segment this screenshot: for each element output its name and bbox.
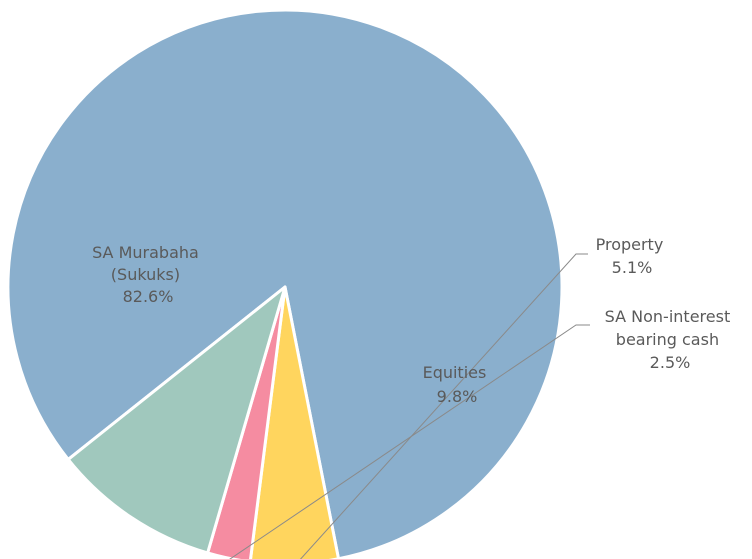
slice-label-sa-murabaha-line-1: SA Murabaha <box>92 243 199 262</box>
slice-label-property: Property 5.1% <box>596 235 669 277</box>
leader-lines <box>229 253 590 559</box>
slice-label-property-line-1: Property <box>596 235 664 254</box>
slice-label-sa-non-interest-cash: SA Non-interest bearing cash 2.5% <box>605 307 736 372</box>
slice-equities <box>66 285 287 555</box>
slice-label-equities: Equities 9.8% <box>423 363 492 406</box>
slice-label-equities-line-1: Equities <box>423 363 487 382</box>
slice-label-sa-murabaha-line-2: (Sukuks) <box>111 265 180 284</box>
leader-line-sa-non-interest-cash <box>229 324 590 559</box>
slice-label-sa-non-interest-cash-line-1: SA Non-interest <box>605 307 731 326</box>
slice-value-equities: 9.8% <box>437 387 478 406</box>
slice-value-sa-murabaha: 82.6% <box>123 287 174 306</box>
slice-label-sa-murabaha: SA Murabaha (Sukuks) 82.6% <box>92 243 204 306</box>
leader-line-property <box>299 253 588 559</box>
slice-value-property: 5.1% <box>612 258 653 277</box>
slice-label-sa-non-interest-cash-line-2: bearing cash <box>616 330 719 349</box>
slice-value-sa-non-interest-cash: 2.5% <box>650 353 691 372</box>
slice-sa-murabaha <box>6 8 564 559</box>
pie-slices <box>6 8 564 559</box>
